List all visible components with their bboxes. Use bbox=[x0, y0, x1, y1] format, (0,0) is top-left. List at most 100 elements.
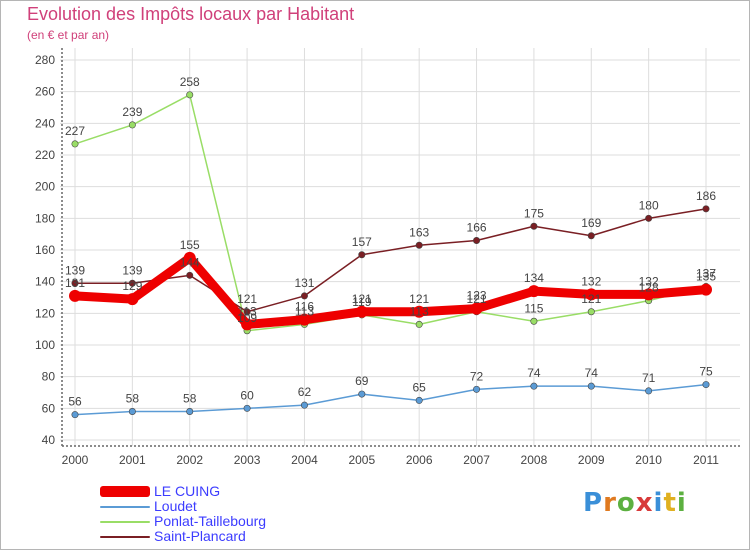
data-point-loudet bbox=[128, 407, 136, 415]
data-label-le-cuing: 113 bbox=[238, 304, 257, 318]
data-label-ponlat-taillebourg: 239 bbox=[122, 105, 142, 119]
data-point-loudet bbox=[71, 411, 79, 419]
y-tick-label: 240 bbox=[35, 116, 55, 130]
data-label-ponlat-taillebourg: 121 bbox=[467, 292, 487, 306]
data-point-le-cuing bbox=[413, 305, 426, 318]
data-label-le-cuing: 123 bbox=[467, 289, 487, 303]
data-point-saint-plancard bbox=[186, 271, 194, 279]
data-label-ponlat-taillebourg: 113 bbox=[295, 304, 314, 318]
x-tick-label: 2004 bbox=[291, 453, 318, 467]
data-label-loudet: 71 bbox=[642, 371, 656, 385]
series-line-saint-plancard bbox=[74, 208, 707, 313]
data-point-le-cuing bbox=[527, 285, 540, 298]
data-point-saint-plancard bbox=[300, 292, 308, 300]
data-point-saint-plancard bbox=[645, 214, 653, 222]
data-label-saint-plancard: 169 bbox=[581, 216, 601, 230]
data-label-ponlat-taillebourg: 258 bbox=[180, 75, 200, 89]
data-label-saint-plancard: 144 bbox=[180, 255, 200, 269]
y-tick-label: 280 bbox=[35, 53, 55, 67]
data-label-loudet: 74 bbox=[527, 366, 541, 380]
data-point-loudet bbox=[473, 385, 481, 393]
x-tick-label: 2011 bbox=[693, 453, 719, 467]
data-point-le-cuing bbox=[241, 318, 254, 331]
data-label-ponlat-taillebourg: 119 bbox=[352, 295, 371, 309]
data-label-ponlat-taillebourg: 113 bbox=[410, 304, 429, 318]
data-label-ponlat-taillebourg: 227 bbox=[65, 124, 85, 138]
data-label-ponlat-taillebourg: 115 bbox=[524, 301, 543, 315]
proxiti-logo: Proxiti bbox=[583, 488, 687, 518]
data-label-le-cuing: 121 bbox=[352, 292, 372, 306]
data-point-loudet bbox=[587, 382, 595, 390]
data-label-loudet: 56 bbox=[68, 395, 82, 409]
data-label-loudet: 75 bbox=[699, 365, 713, 379]
y-tick-label: 140 bbox=[35, 275, 55, 289]
data-label-loudet: 60 bbox=[240, 388, 254, 402]
data-point-saint-plancard bbox=[415, 241, 423, 249]
data-label-loudet: 58 bbox=[126, 392, 140, 406]
data-label-le-cuing: 121 bbox=[409, 292, 429, 306]
data-point-le-cuing bbox=[126, 293, 139, 306]
data-point-loudet bbox=[243, 404, 251, 412]
data-point-saint-plancard bbox=[702, 205, 710, 213]
data-label-saint-plancard: 131 bbox=[294, 276, 314, 290]
data-label-saint-plancard: 166 bbox=[467, 221, 487, 235]
legend-swatch-le-cuing bbox=[100, 486, 150, 497]
data-point-loudet bbox=[530, 382, 538, 390]
data-point-le-cuing bbox=[470, 302, 483, 315]
legend-swatch-ponlat-taillebourg bbox=[100, 521, 150, 523]
y-tick-label: 120 bbox=[35, 306, 55, 320]
x-tick-label: 2009 bbox=[578, 453, 605, 467]
data-point-saint-plancard bbox=[587, 232, 595, 240]
data-point-le-cuing bbox=[69, 289, 81, 302]
data-label-loudet: 65 bbox=[413, 380, 427, 394]
data-point-saint-plancard bbox=[243, 308, 251, 316]
data-point-loudet bbox=[300, 401, 308, 409]
data-label-saint-plancard: 175 bbox=[524, 206, 544, 220]
legend-label-le-cuing: LE CUING bbox=[154, 483, 221, 499]
data-label-le-cuing: 116 bbox=[295, 300, 314, 314]
data-point-le-cuing bbox=[183, 251, 196, 264]
logo-letter: t bbox=[663, 488, 677, 518]
y-tick-label: 200 bbox=[35, 180, 55, 194]
series-line-loudet bbox=[74, 383, 707, 416]
x-tick-label: 2001 bbox=[119, 453, 146, 467]
data-point-loudet bbox=[415, 396, 423, 404]
data-label-saint-plancard: 157 bbox=[352, 235, 372, 249]
data-point-saint-plancard bbox=[473, 237, 481, 245]
x-tick-label: 2000 bbox=[62, 453, 89, 467]
grid bbox=[60, 48, 740, 446]
y-tick-label: 60 bbox=[42, 401, 56, 415]
data-label-le-cuing: 132 bbox=[639, 274, 659, 288]
data-label-ponlat-taillebourg: 121 bbox=[581, 292, 601, 306]
data-label-saint-plancard: 180 bbox=[639, 198, 659, 212]
axes: 40 60 80 100 120 140 160 180 200 220 240 260 280 2000… bbox=[35, 48, 740, 467]
data-label-loudet: 74 bbox=[585, 366, 599, 380]
data-label-saint-plancard: 121 bbox=[237, 292, 257, 306]
logo-letter: i bbox=[676, 488, 687, 518]
data-point-ponlat-taillebourg bbox=[415, 320, 423, 328]
data-label-loudet: 69 bbox=[355, 374, 369, 388]
data-point-ponlat-taillebourg bbox=[186, 91, 194, 99]
y-tick-label: 40 bbox=[42, 433, 56, 447]
chart-subtitle: (en € et par an) bbox=[27, 28, 110, 42]
x-tick-label: 2007 bbox=[463, 453, 490, 467]
data-point-saint-plancard bbox=[358, 251, 366, 259]
data-point-loudet bbox=[358, 390, 366, 398]
data-point-le-cuing bbox=[298, 313, 311, 326]
y-tick-label: 220 bbox=[35, 148, 55, 162]
y-tick-label: 100 bbox=[35, 338, 55, 352]
x-tick-label: 2006 bbox=[406, 453, 433, 467]
data-point-ponlat-taillebourg bbox=[530, 317, 538, 325]
x-tick-label: 2008 bbox=[521, 453, 548, 467]
data-label-saint-plancard: 139 bbox=[65, 263, 85, 277]
logo-letter: i bbox=[653, 488, 664, 518]
data-point-saint-plancard bbox=[71, 279, 79, 287]
logo-letter: x bbox=[635, 488, 654, 518]
series-line-ponlat-taillebourg bbox=[74, 94, 707, 332]
logo-letter: r bbox=[603, 488, 617, 518]
data-label-ponlat-taillebourg: 128 bbox=[639, 281, 659, 295]
series-line-le-cuing bbox=[70, 253, 711, 329]
legend-swatch-saint-plancard bbox=[100, 536, 150, 538]
data-point-le-cuing bbox=[585, 288, 598, 301]
